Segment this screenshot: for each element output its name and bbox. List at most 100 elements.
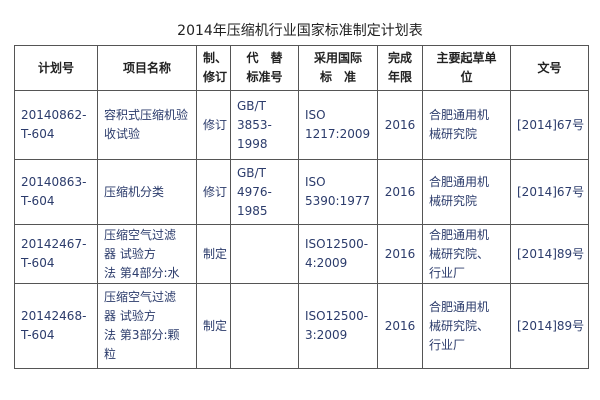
cell-line: 1998 — [237, 136, 268, 151]
cell-line: 1985 — [237, 203, 268, 218]
cell-line: 5390:1977 — [305, 194, 371, 208]
cell-line: 合肥通用机 — [429, 175, 490, 189]
table-cell: [2014]67号 — [510, 90, 589, 160]
cell-line: T-604 — [21, 256, 55, 270]
table-cell: 20140863- T-604 — [14, 159, 98, 225]
cell-line: 3:2009 — [305, 328, 348, 342]
cell-line: T-604 — [21, 127, 55, 141]
table-cell: 20142468- T-604 — [14, 283, 98, 369]
cell-line: 2016 — [384, 318, 416, 333]
cell-line: GB/T — [237, 98, 266, 113]
cell-line: 标 准 — [319, 70, 356, 84]
header-cell: 采用国际标 准 — [298, 45, 378, 91]
cell-line: 项目名称 — [122, 60, 171, 75]
cell-line: 粒 — [104, 347, 117, 361]
table-row: 20142468- T-604 压缩空气过滤器 试验方法 第3部分:颗粒制定 ISO1… — [14, 283, 589, 369]
table-cell: 压缩空气过滤器 试验方法 第3部分:颗粒 — [97, 283, 197, 369]
cell-line: 年限 — [387, 70, 412, 84]
table-row: 20142467- T-604 压缩空气过滤器 试验方法 第4部分:水 制定 ISO12… — [14, 224, 589, 284]
cell-line: 文号 — [537, 60, 562, 75]
header-cell: 项目名称 — [97, 45, 197, 91]
cell-line: 械研究院、 — [429, 246, 490, 261]
table-row: 20140863- T-604 压缩机分类 修订 GB/T 4976- 1985 ISO 539… — [14, 159, 589, 225]
header-cell: 文号 — [510, 45, 589, 91]
table-cell: 制定 — [196, 283, 231, 369]
table-cell: 2016 — [377, 90, 423, 160]
table-cell: GB/T 4976- 1985 — [230, 159, 299, 225]
cell-line: 械研究院 — [429, 127, 478, 141]
cell-line: ISO12500- — [305, 237, 369, 251]
table-cell: 20140862- T-604 — [14, 90, 98, 160]
table-cell: [2014]89号 — [510, 283, 589, 369]
cell-line: 2016 — [384, 117, 416, 132]
cell-line: 20142467- — [21, 237, 87, 251]
cell-line: 制定 — [203, 246, 228, 261]
cell-line: 2016 — [384, 184, 416, 199]
cell-line: ISO — [305, 175, 326, 189]
table-cell: 2016 — [377, 159, 423, 225]
table-cell — [230, 224, 299, 284]
cell-line: 主要起草单 — [436, 51, 497, 65]
table-cell: 20142467- T-604 — [14, 224, 98, 284]
table-cell: 修订 — [196, 90, 231, 160]
table: 计划号 项目名称 制、 修订代 替标准号 采用国际标 准完成 年限 主要起草单位文号 201… — [14, 45, 589, 369]
cell-line: 压缩空气过滤 — [104, 227, 177, 242]
header-cell: 代 替标准号 — [230, 45, 299, 91]
cell-line: 完成 — [387, 51, 412, 65]
table-cell: 压缩空气过滤器 试验方法 第4部分:水 — [97, 224, 197, 284]
cell-line: T-604 — [21, 328, 55, 342]
table-cell: 压缩机分类 — [97, 159, 197, 225]
cell-line: 20142468- — [21, 309, 87, 323]
table-cell: ISO 5390:1977 — [298, 159, 378, 225]
cell-line: 采用国际 — [313, 51, 362, 65]
cell-line: 械研究院 — [429, 194, 478, 208]
cell-line: 4:2009 — [305, 256, 348, 270]
header-cell: 制、 修订 — [196, 45, 231, 91]
table-cell: 2016 — [377, 283, 423, 369]
cell-line: 器 试验方 — [104, 309, 156, 323]
cell-line: 修订 — [203, 70, 228, 84]
cell-line: 合肥通用机 — [429, 108, 490, 122]
cell-line: 修订 — [203, 184, 228, 199]
table-cell: 合肥通用机 械研究院 — [422, 90, 511, 160]
cell-line: 压缩空气过滤 — [104, 290, 177, 304]
table-cell: 合肥通用机 械研究院、 行业厂 — [422, 283, 511, 369]
cell-line: 压缩机分类 — [104, 184, 165, 199]
cell-line: 容积式压缩机验 — [104, 108, 189, 122]
cell-line: 收试验 — [104, 127, 141, 141]
cell-line: 制定 — [203, 318, 228, 333]
cell-line: 器 试验方 — [104, 246, 156, 261]
table-cell: [2014]67号 — [510, 159, 589, 225]
table-cell: ISO 1217:2009 — [298, 90, 378, 160]
title: 2014年压缩机行业国家标准制定计划表 — [177, 23, 423, 39]
table-cell: 合肥通用机 械研究院 — [422, 159, 511, 225]
cell-line: [2014]67号 — [517, 117, 585, 132]
cell-line: 合肥通用机 — [429, 227, 490, 242]
header-cell: 计划号 — [14, 45, 98, 91]
table-cell: GB/T 3853- 1998 — [230, 90, 299, 160]
cell-line: T-604 — [21, 194, 55, 208]
table-cell: 容积式压缩机验 收试验 — [97, 90, 197, 160]
header-cell: 主要起草单位 — [422, 45, 511, 91]
cell-line: [2014]89号 — [517, 318, 585, 333]
cell-line: 合肥通用机 — [429, 299, 490, 314]
cell-line: ISO — [305, 108, 326, 122]
table-cell: 2016 — [377, 224, 423, 284]
cell-line: 20140862- — [21, 108, 87, 122]
cell-line: 修订 — [203, 117, 228, 132]
table-cell: 修订 — [196, 159, 231, 225]
table-cell: [2014]89号 — [510, 224, 589, 284]
cell-line: 计划号 — [37, 60, 74, 75]
table-cell: ISO12500- 3:2009 — [298, 283, 378, 369]
cell-line: 20140863- — [21, 175, 87, 189]
cell-line: 2016 — [384, 246, 416, 261]
cell-line: ISO12500- — [305, 309, 369, 323]
cell-line: 标准号 — [246, 70, 283, 84]
cell-line: GB/T — [237, 165, 266, 180]
table-cell: 合肥通用机 械研究院、 行业厂 — [422, 224, 511, 284]
header-row: 计划号 项目名称 制、 修订代 替标准号 采用国际标 准完成 年限 主要起草单位文号 — [14, 45, 589, 91]
cell-line: 代 替 — [246, 51, 283, 65]
table-cell: ISO12500- 4:2009 — [298, 224, 378, 284]
